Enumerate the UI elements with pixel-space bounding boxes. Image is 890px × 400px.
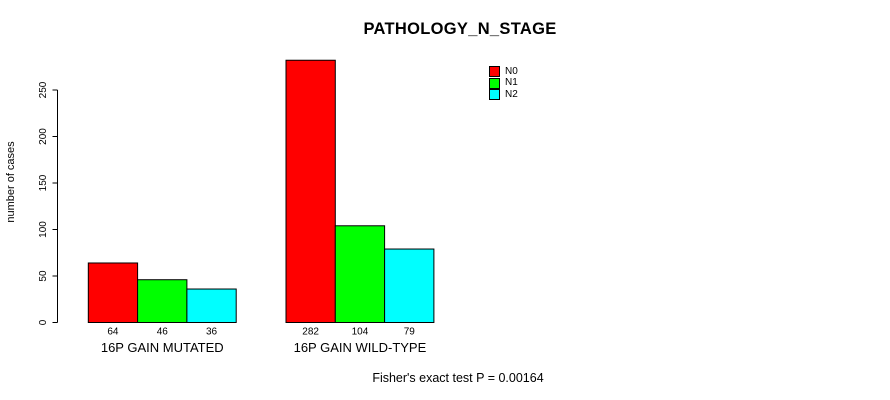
bar-value-label: 46 [157,327,169,338]
bar-value-label: 282 [302,327,319,338]
fisher-test-annotation: Fisher's exact test P = 0.00164 [372,371,544,385]
y-axis-title: number of cases [5,141,17,223]
y-axis-tick-label: 100 [38,221,49,238]
y-axis-tick-label: 250 [38,81,49,98]
bar-value-label: 79 [404,327,416,338]
bar-n2-group1 [186,288,237,323]
bar-n0-group2 [285,59,336,324]
bar-n2-group2 [384,248,435,323]
legend-item-n0: N0 [489,66,518,78]
y-axis-tick-label: 0 [38,319,49,325]
legend-swatch-n1 [489,77,500,89]
bar-n1-group1 [137,279,188,323]
legend-swatch-n0 [489,66,500,78]
x-category-label: 16P GAIN WILD-TYPE [294,340,427,355]
bar-n0-group1 [87,262,139,324]
y-axis-tick-label: 50 [38,270,49,282]
bar-value-label: 104 [352,327,369,338]
bar-value-label: 36 [206,327,218,338]
chart-title: PATHOLOGY_N_STAGE [363,20,557,38]
bar-value-label: 64 [107,327,119,338]
y-axis-tick-label: 200 [38,128,49,145]
bar-n1-group2 [334,225,386,323]
legend-label-n2: N2 [505,88,518,100]
legend-item-n2: N2 [489,89,518,101]
legend-label-n1: N1 [505,77,518,89]
legend-swatch-n2 [489,89,500,101]
legend-label-n0: N0 [505,65,518,77]
legend-item-n1: N1 [489,77,518,90]
x-category-label: 16P GAIN MUTATED [101,340,224,355]
y-axis-tick-label: 150 [38,174,49,191]
legend: N0 N1 N2 [489,66,518,101]
